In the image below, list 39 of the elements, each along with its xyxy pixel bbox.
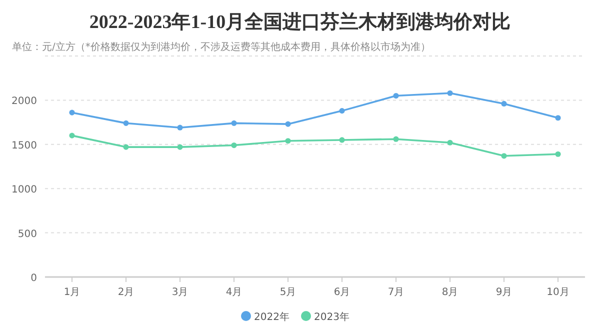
x-tick-label: 6月 [334,287,350,298]
x-tick-label: 4月 [226,287,242,298]
point [447,140,453,146]
x-tick-label: 8月 [442,287,458,298]
x-tick-label: 1月 [64,287,80,298]
point [285,138,291,144]
point [501,153,507,159]
x-tick-label: 10月 [546,287,570,298]
point [123,120,129,126]
point [231,142,237,148]
point [393,92,399,99]
x-tick-label: 2月 [118,287,134,298]
y-tick-label: 500 [18,228,37,240]
chart-subtitle: 单位：元/立方（*价格数据仅为到港均价，不涉及运费等其他成本费用，具体价格以市场为准） [12,41,430,53]
point [447,90,453,96]
point [231,120,237,126]
point [393,136,399,142]
point [339,108,345,114]
point [555,115,561,121]
y-tick-label: 0 [30,273,37,284]
point [339,137,345,143]
y-tick-label: 1000 [12,184,37,196]
x-tick-label: 7月 [388,287,404,298]
point [69,110,75,116]
x-tick-label: 5月 [280,287,296,298]
y-tick-label: 1500 [12,140,37,152]
point [501,100,507,107]
legend-label: 2022年 [254,311,290,323]
x-tick-label: 9月 [496,287,512,298]
point [123,144,129,150]
point [177,144,183,150]
legend-label: 2023年 [314,311,350,323]
point [285,121,291,127]
point [555,151,561,157]
point [69,132,75,138]
y-tick-label: 2000 [12,96,37,108]
x-tick-label: 3月 [172,287,188,298]
point [177,124,183,130]
chart-title: 2022-2023年1-10月全国进口芬兰木材到港均价对比 [89,11,511,33]
